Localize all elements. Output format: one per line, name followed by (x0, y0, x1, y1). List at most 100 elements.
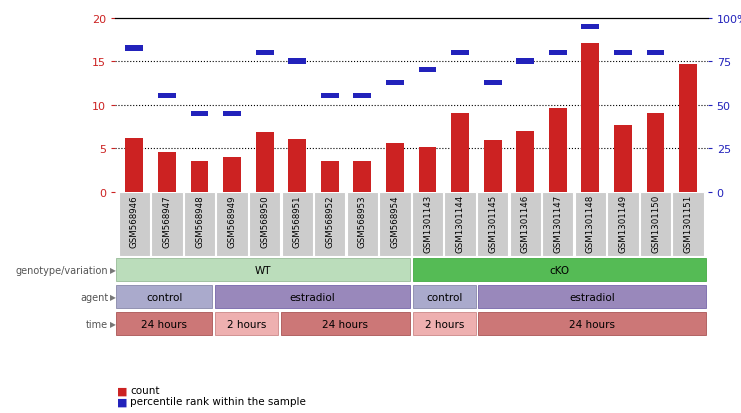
Text: time: time (86, 319, 108, 329)
Bar (413, 286, 476, 308)
Bar (549, 109, 567, 192)
Bar (484, 81, 502, 86)
Bar (184, 192, 215, 256)
Bar (386, 81, 404, 86)
Bar (419, 148, 436, 192)
Bar (549, 51, 567, 56)
Bar (379, 192, 411, 256)
Bar (582, 25, 599, 30)
Bar (614, 126, 632, 192)
Text: GSM568951: GSM568951 (293, 195, 302, 247)
Text: GSM568950: GSM568950 (260, 195, 269, 247)
Bar (451, 114, 469, 192)
Bar (215, 313, 278, 335)
Text: cKO: cKO (549, 265, 570, 275)
Text: estradiol: estradiol (570, 292, 615, 302)
Bar (479, 286, 706, 308)
Bar (479, 313, 706, 335)
Bar (510, 192, 541, 256)
Text: agent: agent (80, 292, 108, 302)
Text: GSM568947: GSM568947 (162, 195, 171, 247)
Bar (647, 114, 665, 192)
Bar (516, 59, 534, 64)
Bar (353, 161, 371, 192)
Bar (516, 131, 534, 192)
Text: GSM568948: GSM568948 (195, 195, 204, 247)
Bar (445, 192, 476, 256)
Bar (119, 192, 150, 256)
Text: ▶: ▶ (110, 292, 116, 301)
Bar (640, 192, 671, 256)
Bar (256, 133, 273, 192)
Bar (158, 94, 176, 99)
Bar (647, 51, 665, 56)
Bar (679, 64, 697, 192)
Text: GSM568952: GSM568952 (325, 195, 334, 247)
Text: GSM1301149: GSM1301149 (619, 195, 628, 253)
Bar (451, 51, 469, 56)
Text: GSM1301147: GSM1301147 (554, 195, 562, 253)
Bar (321, 161, 339, 192)
Bar (158, 153, 176, 192)
Bar (256, 51, 273, 56)
Bar (190, 161, 208, 192)
Text: GSM568953: GSM568953 (358, 195, 367, 247)
Text: GSM1301145: GSM1301145 (488, 195, 497, 253)
Text: estradiol: estradiol (290, 292, 336, 302)
Bar (223, 157, 241, 192)
Bar (116, 259, 410, 281)
Text: GSM1301148: GSM1301148 (586, 195, 595, 253)
Bar (116, 286, 213, 308)
Bar (125, 138, 143, 192)
Bar (288, 59, 306, 64)
Bar (249, 192, 280, 256)
Bar (288, 140, 306, 192)
Bar (116, 313, 213, 335)
Bar (216, 192, 247, 256)
Bar (419, 68, 436, 73)
Text: GSM1301144: GSM1301144 (456, 195, 465, 253)
Bar (477, 192, 508, 256)
Text: GSM1301151: GSM1301151 (684, 195, 693, 253)
Bar (673, 192, 704, 256)
Bar (347, 192, 378, 256)
Bar (223, 112, 241, 116)
Bar (281, 313, 410, 335)
Text: GSM568954: GSM568954 (391, 195, 399, 247)
Bar (353, 94, 371, 99)
Text: 24 hours: 24 hours (322, 319, 368, 329)
Bar (386, 143, 404, 192)
Text: 2 hours: 2 hours (227, 319, 266, 329)
Bar (190, 112, 208, 116)
Text: 2 hours: 2 hours (425, 319, 464, 329)
Text: percentile rank within the sample: percentile rank within the sample (130, 396, 306, 406)
Bar (575, 192, 606, 256)
Text: WT: WT (255, 265, 271, 275)
Text: GSM568949: GSM568949 (227, 195, 236, 247)
Text: 24 hours: 24 hours (142, 319, 187, 329)
Bar (484, 141, 502, 192)
Text: ■: ■ (117, 385, 127, 395)
Text: GSM1301146: GSM1301146 (521, 195, 530, 253)
Text: GSM1301150: GSM1301150 (651, 195, 660, 253)
Text: ▶: ▶ (110, 319, 116, 328)
Bar (125, 46, 143, 52)
Text: control: control (146, 292, 182, 302)
Bar (215, 286, 410, 308)
Bar (151, 192, 182, 256)
Text: ▶: ▶ (110, 266, 116, 275)
Bar (608, 192, 639, 256)
Text: GSM1301143: GSM1301143 (423, 195, 432, 253)
Bar (321, 94, 339, 99)
Bar (614, 51, 632, 56)
Bar (412, 192, 443, 256)
Text: 24 hours: 24 hours (569, 319, 615, 329)
Bar (582, 44, 599, 192)
Bar (542, 192, 574, 256)
Text: GSM568946: GSM568946 (130, 195, 139, 247)
Text: genotype/variation: genotype/variation (16, 265, 108, 275)
Bar (314, 192, 345, 256)
Bar (413, 259, 706, 281)
Text: count: count (130, 385, 160, 395)
Bar (413, 313, 476, 335)
